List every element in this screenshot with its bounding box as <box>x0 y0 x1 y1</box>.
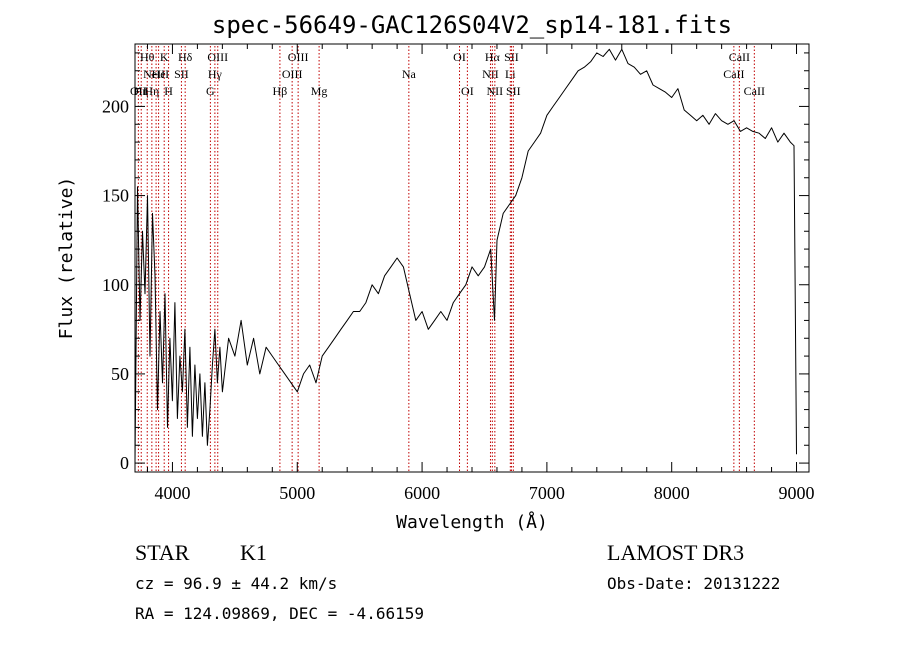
redshift-velocity: cz = 96.9 ± 44.2 km/s <box>135 574 337 593</box>
line-label-28: CaII <box>744 84 765 98</box>
line-label-7: H <box>164 84 173 98</box>
x-axis-label: Wavelength (Å) <box>396 511 548 533</box>
spectrum-series <box>134 48 797 464</box>
survey-name: LAMOST DR3 <box>607 540 744 565</box>
y-tick-label-1: 50 <box>111 364 129 384</box>
line-label-8: SII <box>174 67 189 81</box>
y-tick-label-2: 100 <box>102 275 129 295</box>
line-label-13: Hβ <box>273 84 288 98</box>
x-tick-label-0: 4000 <box>154 483 190 503</box>
line-label-10: G <box>206 84 215 98</box>
x-tick-label-4: 8000 <box>654 483 690 503</box>
line-label-27: CaII <box>729 50 750 64</box>
object-class: STAR <box>135 540 190 565</box>
line-label-16: Mg <box>311 84 328 98</box>
x-tick-label-5: 9000 <box>779 483 815 503</box>
line-label-19: OI <box>461 84 474 98</box>
plot-frame <box>134 43 810 473</box>
line-label-2: Hθ <box>140 50 155 64</box>
object-subclass: K1 <box>240 540 267 565</box>
x-tick-label-1: 5000 <box>279 483 315 503</box>
line-label-11: Hγ <box>208 67 223 81</box>
chart-title: spec-56649-GAC126S04V2_sp14-181.fits <box>212 11 732 39</box>
line-label-15: OIII <box>288 50 309 64</box>
line-label-9: Hδ <box>178 50 193 64</box>
line-label-25: SII <box>506 84 521 98</box>
line-label-1: Hη <box>134 84 149 98</box>
line-label-4: NeIII <box>143 67 169 81</box>
line-label-0: OII <box>130 84 147 98</box>
line-label-12: OIII <box>207 50 228 64</box>
line-label-18: OI <box>453 50 466 64</box>
y-axis-label: Flux (relative) <box>56 177 77 340</box>
line-label-22: NII <box>487 84 504 98</box>
line-label-14: OIII <box>282 67 303 81</box>
observation-date: Obs-Date: 20131222 <box>607 574 780 593</box>
line-label-26: CaII <box>723 67 744 81</box>
x-axis-ticks: 4000 5000 6000 7000 8000 9000 <box>146 44 815 503</box>
line-label-23: Li <box>505 67 516 81</box>
y-tick-label-4: 200 <box>102 96 129 116</box>
line-label-24: SII <box>504 50 519 64</box>
line-label-17: Na <box>402 67 417 81</box>
y-tick-label-0: 0 <box>120 453 129 473</box>
line-label-5: He <box>152 67 166 81</box>
line-label-3: Hη <box>144 84 159 98</box>
line-label-21: Hα <box>485 50 501 64</box>
x-tick-label-3: 7000 <box>529 483 565 503</box>
x-tick-label-2: 6000 <box>404 483 440 503</box>
ra-dec-coordinates: RA = 124.09869, DEC = -4.66159 <box>135 604 424 623</box>
spectral-line-markers: OIIHηHθHηNeIIIHeKHSIIHδGHγOIIIHβOIIIOIII… <box>130 46 765 472</box>
line-label-20: NII <box>482 67 499 81</box>
y-axis-ticks: 0 50 100 150 200 <box>102 52 809 473</box>
spectrum-line-0 <box>134 48 797 464</box>
line-label-6: K <box>160 50 169 64</box>
y-tick-label-3: 150 <box>102 186 129 206</box>
